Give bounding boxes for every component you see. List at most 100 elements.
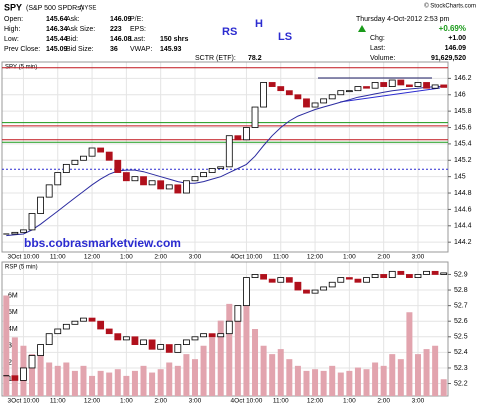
candle xyxy=(200,172,207,178)
quote-label: Bid: xyxy=(66,36,78,43)
volume-bar xyxy=(200,345,207,396)
volume-bar xyxy=(157,369,164,396)
candle xyxy=(225,320,233,335)
moving-average xyxy=(6,86,444,237)
candle xyxy=(114,333,122,341)
x-tick-label: 11:00 xyxy=(273,254,289,261)
candle xyxy=(20,229,27,233)
rsp-panel xyxy=(1,261,449,397)
quote-value: 145.93 xyxy=(160,46,182,53)
candle xyxy=(174,184,182,194)
y-tick-label: 52.6 xyxy=(454,318,468,325)
y-tick-label: 146 xyxy=(454,92,466,99)
x-tick-label: 2:00 xyxy=(377,254,390,261)
y-tick-label: 144.2 xyxy=(454,239,472,246)
volume-bar xyxy=(260,345,267,396)
candle xyxy=(320,286,328,291)
candle xyxy=(388,270,396,278)
candle xyxy=(105,328,113,335)
x-tick-label: 3:00 xyxy=(412,254,425,261)
volume-bar xyxy=(312,369,319,396)
candle xyxy=(62,163,70,173)
candle xyxy=(20,367,27,381)
x-tick-label: 1:00 xyxy=(343,398,356,405)
candle xyxy=(114,159,122,173)
candle xyxy=(191,336,199,341)
y-tick-label: 145.2 xyxy=(454,157,472,164)
x-tick-label: 2:00 xyxy=(154,398,167,405)
quote-value: 146.08 xyxy=(110,36,132,43)
volume-bar xyxy=(97,370,104,396)
exchange: NYSE xyxy=(80,6,96,12)
volume-bar xyxy=(123,375,130,396)
quote-value: 91,629,520 xyxy=(431,55,466,62)
quote-label: P/E: xyxy=(130,16,143,23)
volume-bar xyxy=(226,303,233,396)
candle xyxy=(208,168,216,173)
quote-value: +1.00 xyxy=(448,35,466,42)
candle xyxy=(234,135,242,141)
volume-bar xyxy=(397,359,404,396)
volume-bar xyxy=(294,365,301,396)
candle xyxy=(388,79,396,87)
candle xyxy=(371,82,379,89)
sctr-value: 78.2 xyxy=(248,55,262,62)
candle xyxy=(225,135,233,168)
volume-bar xyxy=(346,370,353,396)
watermark: bbs.cobrasmarketview.com xyxy=(24,236,181,250)
volume-bar xyxy=(174,365,181,396)
candle xyxy=(277,277,285,283)
candle xyxy=(328,281,336,288)
quote-value: 145.64 xyxy=(46,16,68,23)
candle xyxy=(131,336,139,345)
candle xyxy=(328,94,336,100)
x-tick-label: 3Oct 10:00 xyxy=(8,254,40,261)
candle xyxy=(268,278,276,283)
candle xyxy=(54,172,62,186)
y-tick-label: 52.7 xyxy=(454,302,468,309)
candle xyxy=(191,176,199,182)
candle xyxy=(148,180,156,186)
volume-bar xyxy=(106,372,113,396)
x-tick-label: 12:00 xyxy=(84,398,101,405)
volume-bar xyxy=(217,320,224,396)
y-tick-label: 145 xyxy=(454,173,466,180)
candle xyxy=(174,344,182,353)
candle xyxy=(354,278,362,283)
candle xyxy=(414,274,422,278)
candle xyxy=(337,277,345,283)
volume-bar xyxy=(209,337,216,396)
candle xyxy=(80,155,87,161)
date: Thursday 4-Oct-2012 2:53 pm xyxy=(356,16,450,23)
candle xyxy=(354,86,362,92)
candle xyxy=(414,82,422,87)
y-tick-label: 52.5 xyxy=(454,334,468,341)
y-tick-label: 144.4 xyxy=(454,223,472,230)
x-tick-label: 1:00 xyxy=(343,254,356,261)
quote-label: Prev Close: xyxy=(4,46,40,53)
candle xyxy=(45,184,53,198)
candle xyxy=(183,339,190,345)
quote-value: 145.09 xyxy=(46,46,68,53)
candle xyxy=(380,82,388,87)
volume-bar xyxy=(440,379,447,396)
volume-bar xyxy=(303,370,310,396)
x-tick-label: 11:00 xyxy=(273,398,289,405)
quote-label: Bid Size: xyxy=(66,46,94,53)
candle xyxy=(406,84,413,87)
candle xyxy=(380,274,388,278)
quote-label: Last: xyxy=(370,45,385,52)
y-tick-label: 52.8 xyxy=(454,287,468,294)
quote-label: High: xyxy=(4,26,20,33)
volume-bar xyxy=(354,367,361,396)
candle xyxy=(71,320,79,325)
volume-bar xyxy=(63,362,70,396)
candle xyxy=(371,274,379,278)
volume-bar xyxy=(252,329,259,396)
candle xyxy=(200,333,207,338)
candle xyxy=(157,180,165,190)
quote-label: Low: xyxy=(4,36,19,43)
candle xyxy=(140,176,147,186)
candle xyxy=(363,277,370,283)
